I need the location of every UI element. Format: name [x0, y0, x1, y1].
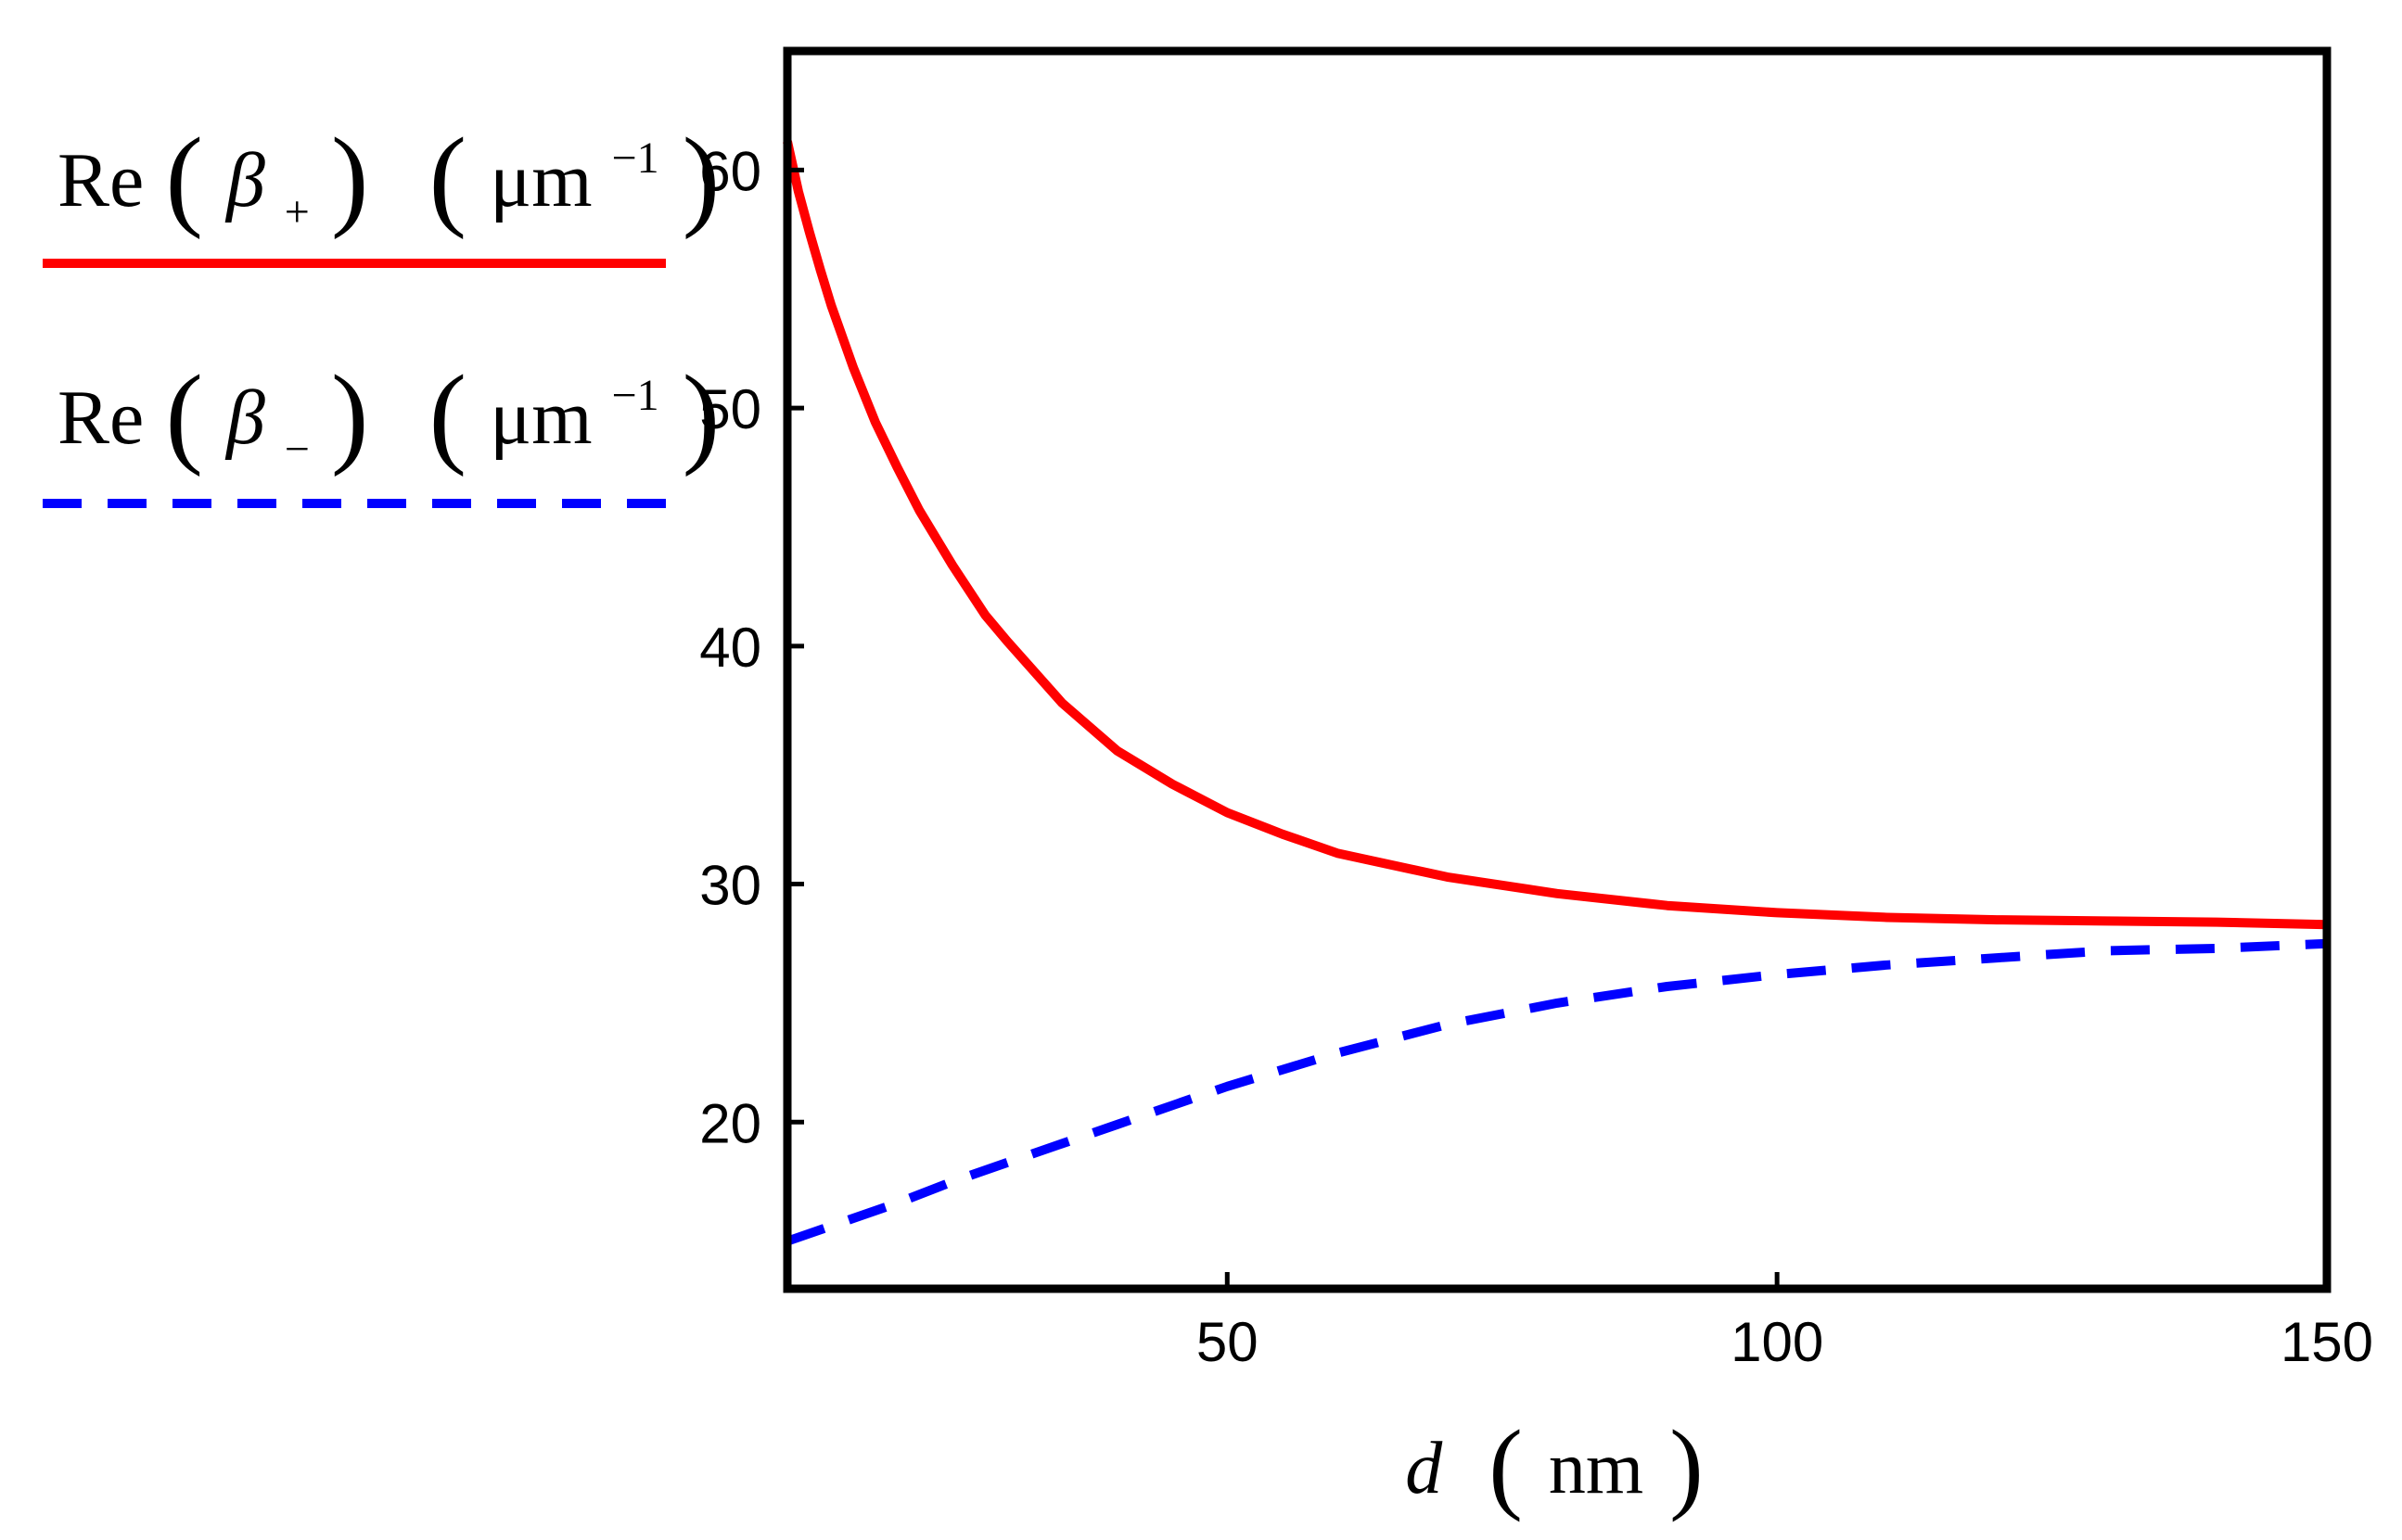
x-axis-close-paren: ) [1669, 1409, 1704, 1522]
legend-subscript: − [285, 425, 310, 474]
series-line-1 [786, 938, 2328, 1246]
x-tick-label: 100 [1731, 1311, 1823, 1373]
legend-unit-close-paren: ) [683, 352, 721, 477]
x-tick-label: 150 [2281, 1311, 2373, 1373]
y-tick-label: 40 [699, 617, 761, 679]
legend-unit-open-paren: ( [429, 115, 467, 240]
legend-unit: μm [490, 375, 592, 461]
x-axis-ticks: 50 100 150 [1196, 1272, 2373, 1373]
legend-unit-exponent: −1 [612, 371, 659, 420]
legend-unit-open-paren: ( [429, 352, 467, 477]
series-line-0 [783, 140, 2328, 930]
legend-unit-close-paren: ) [683, 115, 721, 240]
y-tick-label: 20 [699, 1092, 761, 1154]
legend-unit-exponent: −1 [612, 134, 659, 183]
legend-open-paren: ( [165, 115, 203, 240]
y-tick-label: 60 [699, 140, 761, 202]
legend-prefix: Re [57, 375, 144, 461]
y-tick-label: 30 [699, 855, 761, 917]
legend-label-re-beta-minus: Re ( β − ) ( μm −1 ) [57, 341, 720, 481]
legend-symbol: β [224, 137, 265, 223]
x-axis-title: d ( nm ) [1405, 1409, 1704, 1522]
legend-prefix: Re [57, 137, 144, 223]
legend-close-paren: ) [331, 115, 369, 240]
x-axis-open-paren: ( [1488, 1409, 1523, 1522]
x-axis-variable: d [1405, 1428, 1443, 1509]
legend-open-paren: ( [165, 352, 203, 477]
legend-entry-re-beta-minus: Re ( β − ) ( μm −1 ) [43, 341, 720, 508]
legend-subscript: + [285, 187, 310, 236]
legend-entry-re-beta-plus: Re ( β + ) ( μm −1 ) [43, 104, 720, 268]
legend-unit: μm [490, 137, 592, 223]
legend-close-paren: ) [331, 352, 369, 477]
x-axis-unit: nm [1549, 1428, 1643, 1509]
y-tick-label: 50 [699, 378, 761, 440]
series-layer [783, 140, 2328, 1246]
plot-frame [783, 46, 2332, 1293]
legend-label-re-beta-plus: Re ( β + ) ( μm −1 ) [57, 104, 720, 244]
x-tick-label: 50 [1196, 1311, 1258, 1373]
legend-symbol: β [224, 375, 265, 461]
y-axis-ticks: 20 30 40 50 60 [699, 140, 804, 1154]
